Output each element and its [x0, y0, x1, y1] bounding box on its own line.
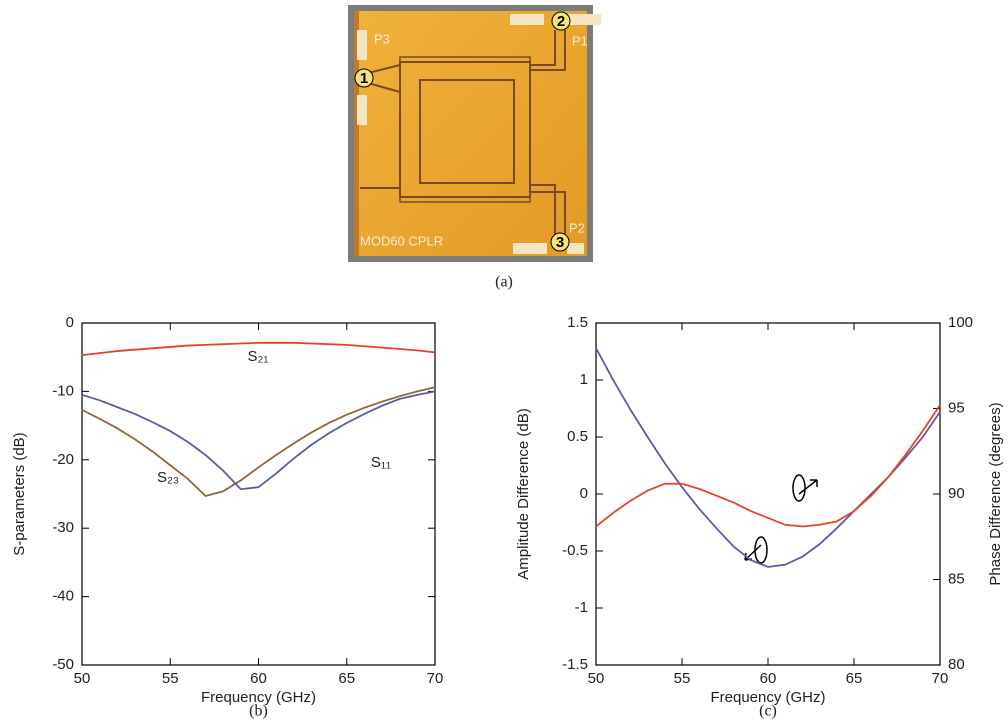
caption: (c)	[759, 703, 777, 720]
port-label: P3	[374, 31, 390, 46]
series-label: S₂₃	[157, 469, 179, 486]
x-tick-label: 70	[427, 670, 444, 687]
y2-tick-label: 90	[948, 485, 965, 502]
x-axis-label: Frequency (GHz)	[201, 689, 316, 706]
series-line	[81, 341, 436, 357]
chip-die	[354, 11, 587, 256]
x-tick-label: 60	[760, 670, 777, 687]
chip-photo: P3 P1 P2 MOD60 CPLR 1 2 3	[348, 5, 601, 262]
x-tick-label: 55	[162, 670, 179, 687]
series-line	[595, 347, 941, 568]
chip-label: MOD60 CPLR	[360, 233, 443, 248]
x-tick-label: 65	[846, 670, 863, 687]
y-tick-label: 0	[66, 314, 74, 331]
x-axis-label: Frequency (GHz)	[710, 689, 825, 706]
x-tick-label: 50	[588, 670, 605, 687]
y-tick-label: 0	[580, 485, 588, 502]
y-tick-label: -30	[52, 519, 74, 536]
plot-frame	[81, 322, 436, 666]
y-tick-label: -1	[575, 599, 588, 616]
pads	[357, 14, 601, 254]
port-label: P2	[569, 220, 585, 235]
caption: (b)	[249, 703, 268, 720]
y-tick-label: -20	[52, 451, 74, 468]
y-axis-label: S-parameters (dB)	[11, 432, 28, 555]
series-label: S₁₁	[371, 454, 391, 471]
y2-tick-label: 85	[948, 570, 965, 587]
y2-axis-label: Phase Difference (degrees)	[987, 402, 1004, 585]
series-label: S₂₁	[248, 348, 269, 365]
rotate-arrows	[744, 474, 818, 564]
y-tick-label: -1.5	[562, 656, 588, 673]
series-line	[81, 386, 436, 498]
caption: (a)	[495, 274, 513, 291]
x-tick-label: 60	[250, 670, 267, 687]
traces	[360, 30, 566, 235]
y-tick-label: -40	[52, 588, 74, 605]
y-tick-label: -10	[52, 382, 74, 399]
port-markers	[354, 11, 571, 252]
port-number: 1	[360, 70, 368, 87]
port-number: 3	[556, 234, 564, 251]
y-tick-label: -50	[52, 656, 74, 673]
y-tick-label: 0.5	[567, 428, 588, 445]
chip-edge	[354, 11, 359, 256]
y-tick-label: 1	[580, 371, 588, 388]
port-label: P1	[572, 33, 588, 48]
y2-tick-label: 80	[948, 656, 965, 673]
y2-tick-label: 95	[948, 399, 965, 416]
y-tick-label: -0.5	[562, 542, 588, 559]
plot-frame	[595, 322, 941, 666]
y-tick-label: 1.5	[567, 314, 588, 331]
x-tick-label: 55	[674, 670, 691, 687]
y-axis-label: Amplitude Difference (dB)	[515, 408, 532, 579]
x-tick-label: 50	[74, 670, 91, 687]
y2-tick-label: 100	[948, 314, 973, 331]
x-tick-label: 70	[932, 670, 949, 687]
series-line	[595, 404, 941, 528]
port-number: 2	[557, 13, 565, 30]
series-line	[81, 390, 436, 491]
x-tick-label: 65	[338, 670, 355, 687]
